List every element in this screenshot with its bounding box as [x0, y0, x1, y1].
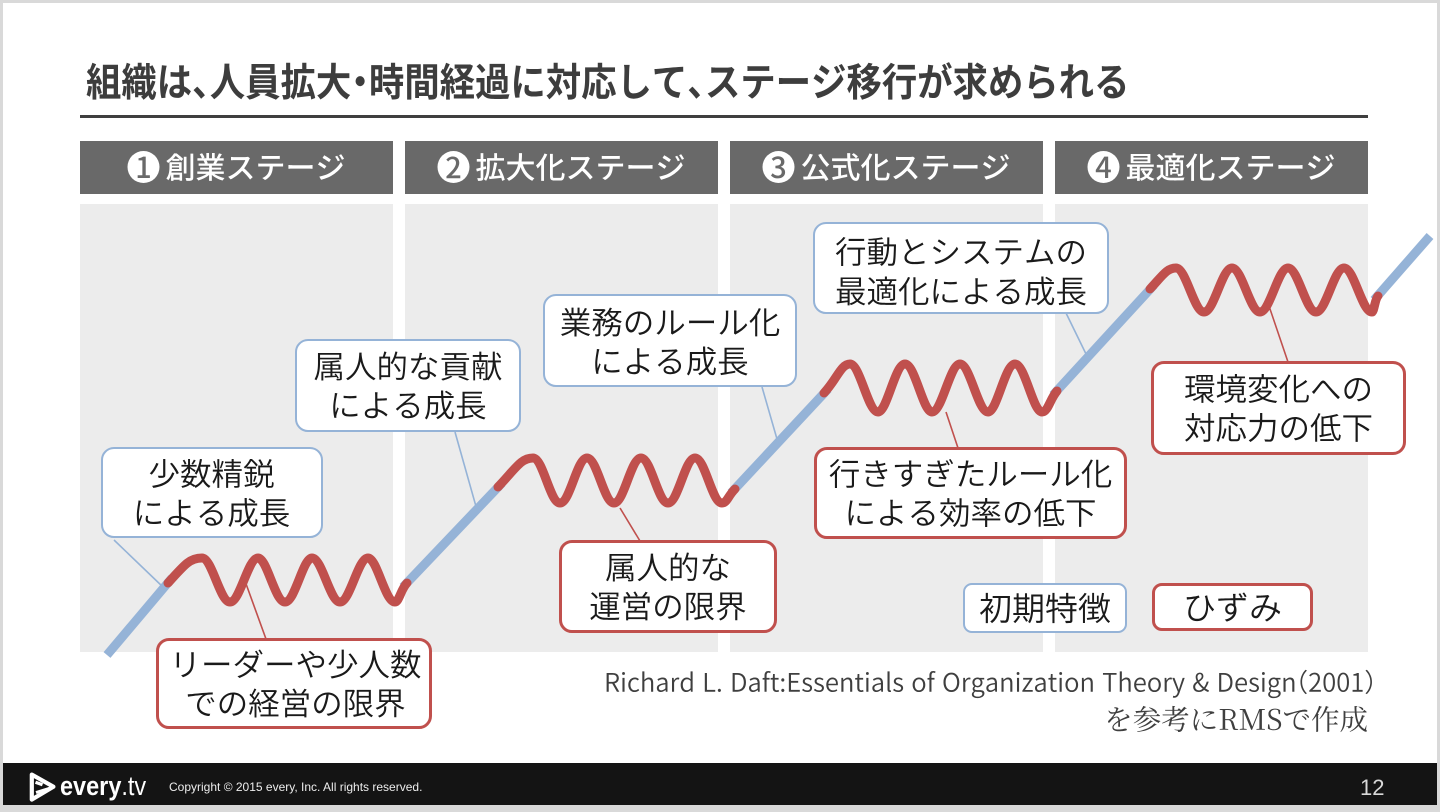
- svg-text:every.tv: every.tv: [60, 772, 146, 802]
